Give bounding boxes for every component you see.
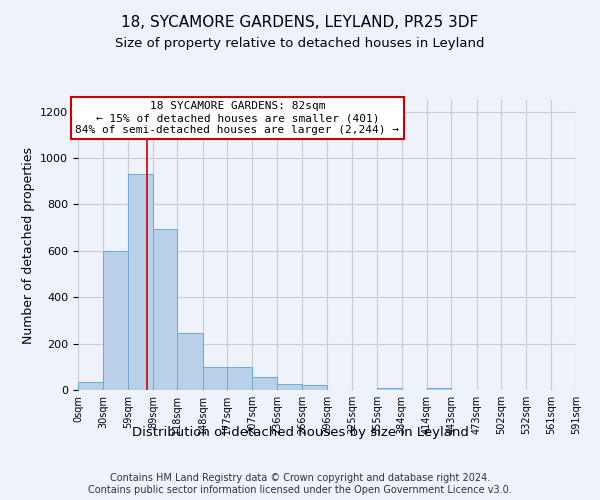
Bar: [227, 367, 253, 390]
Y-axis label: Number of detached properties: Number of detached properties: [22, 146, 35, 344]
Bar: [153, 229, 178, 390]
Bar: [377, 388, 401, 390]
Bar: [277, 384, 302, 390]
Text: Size of property relative to detached houses in Leyland: Size of property relative to detached ho…: [115, 38, 485, 51]
Bar: [203, 367, 227, 390]
Bar: [78, 382, 103, 390]
Text: 18, SYCAMORE GARDENS, LEYLAND, PR25 3DF: 18, SYCAMORE GARDENS, LEYLAND, PR25 3DF: [121, 15, 479, 30]
Text: Distribution of detached houses by size in Leyland: Distribution of detached houses by size …: [131, 426, 469, 439]
Bar: [302, 386, 328, 390]
Bar: [128, 174, 153, 390]
Text: Contains HM Land Registry data © Crown copyright and database right 2024.
Contai: Contains HM Land Registry data © Crown c…: [88, 474, 512, 495]
Bar: [103, 251, 128, 390]
Bar: [427, 388, 451, 390]
Bar: [178, 333, 203, 390]
Text: 18 SYCAMORE GARDENS: 82sqm
← 15% of detached houses are smaller (401)
84% of sem: 18 SYCAMORE GARDENS: 82sqm ← 15% of deta…: [76, 102, 400, 134]
Bar: [253, 377, 277, 390]
